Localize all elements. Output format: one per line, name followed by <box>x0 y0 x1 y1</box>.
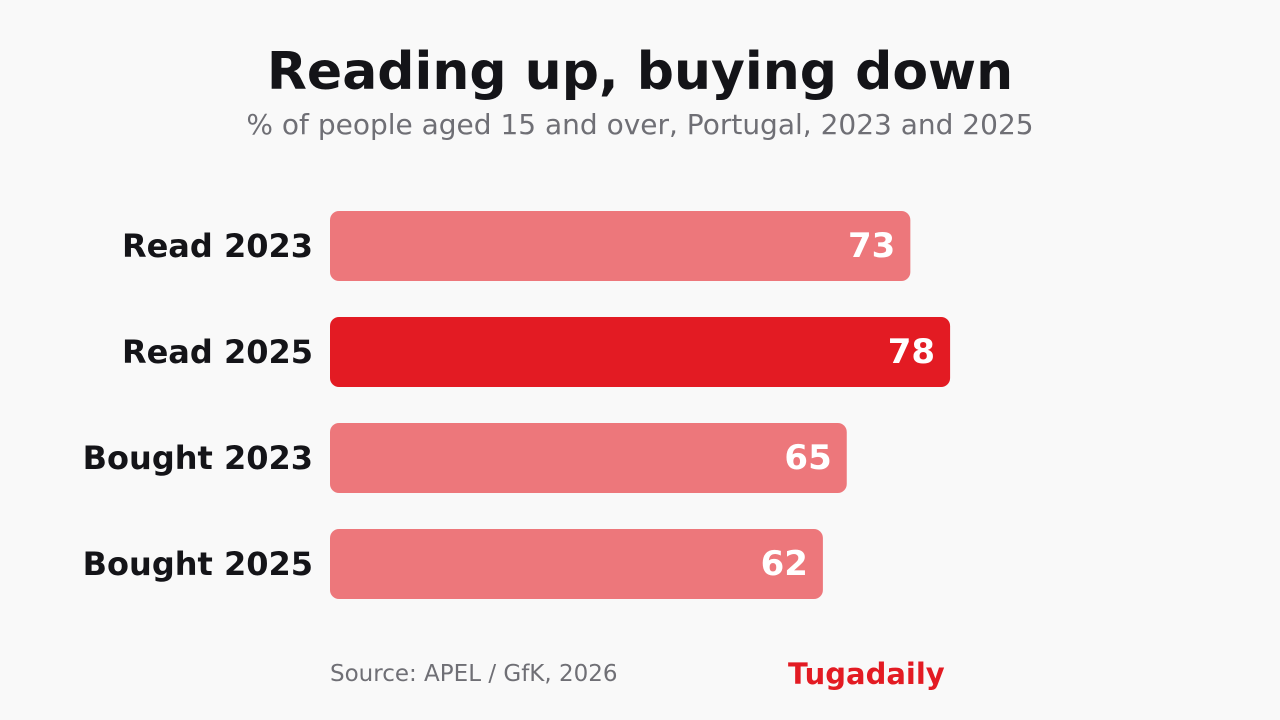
value-label: 73 <box>848 226 895 266</box>
source-note: Source: APEL / GfK, 2026 <box>330 661 618 687</box>
bar-bought-2025 <box>330 529 823 599</box>
bar-read-2023 <box>330 211 911 281</box>
value-label: 62 <box>761 544 808 584</box>
brand-logo: Tugadaily <box>788 657 945 691</box>
category-label: Bought 2023 <box>83 439 313 477</box>
value-label: 78 <box>888 332 935 372</box>
value-label: 65 <box>784 438 831 478</box>
bar-read-2025 <box>330 317 951 387</box>
chart-title: Reading up, buying down <box>266 42 1014 102</box>
category-label: Read 2025 <box>122 333 313 371</box>
category-label: Read 2023 <box>122 227 313 265</box>
chart-subtitle: % of people aged 15 and over, Portugal, … <box>246 108 1034 141</box>
bar-bought-2023 <box>330 423 847 493</box>
category-label: Bought 2025 <box>83 545 313 583</box>
